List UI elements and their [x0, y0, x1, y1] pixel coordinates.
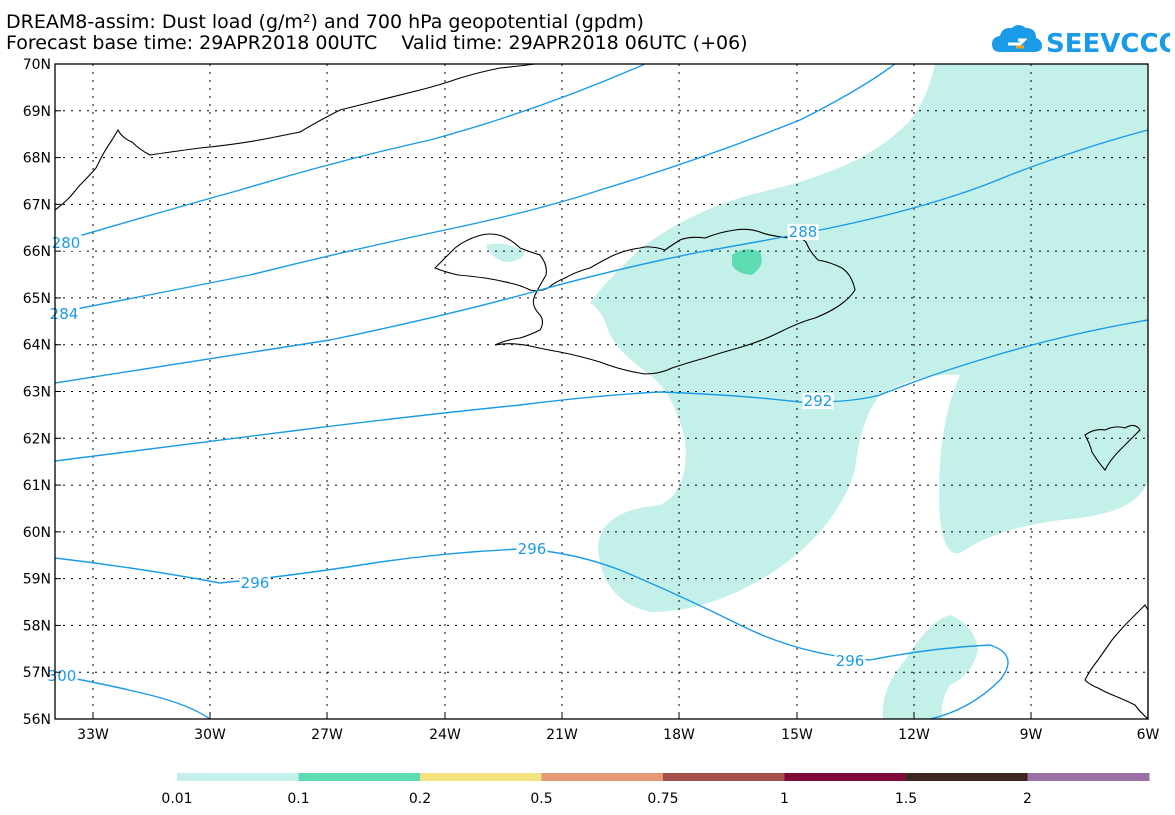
contour-292	[54, 319, 1149, 462]
lat-label: 69N	[23, 104, 51, 120]
cloud-icon	[992, 25, 1042, 52]
lat-label: 56N	[23, 712, 51, 728]
colorbar-swatch	[906, 773, 1028, 781]
colorbar-label: 0.2	[409, 791, 431, 807]
lat-label: 59N	[23, 572, 51, 588]
colorbar-swatch	[541, 773, 664, 781]
lon-label: 15W	[781, 727, 813, 743]
greenland-coast	[54, 63, 536, 211]
contour-296a	[54, 548, 1009, 720]
colorbar-label: 1.5	[895, 791, 917, 807]
contour-284	[54, 63, 896, 314]
lon-label: 9W	[1020, 727, 1043, 743]
dust-area-main	[590, 64, 1148, 612]
colorbar-label: 2	[1023, 791, 1032, 807]
lat-label: 57N	[23, 665, 51, 681]
graticule	[55, 64, 1148, 719]
lat-label: 62N	[23, 431, 51, 447]
lon-label: 30W	[194, 727, 226, 743]
lat-label: 58N	[23, 618, 51, 634]
map-title: DREAM8-assim: Dust load (g/m²) and 700 h…	[6, 11, 644, 33]
lon-label: 33W	[77, 727, 109, 743]
contour-280	[54, 63, 646, 244]
contour-label: 296	[241, 574, 270, 592]
lat-label: 65N	[23, 291, 51, 307]
contour-label: 284	[50, 305, 79, 323]
colorbar-swatch	[177, 773, 299, 781]
contour-300	[54, 674, 211, 720]
logo-text: SEEVCCC	[1046, 29, 1170, 59]
lat-label: 67N	[23, 197, 51, 213]
lat-label: 63N	[23, 385, 51, 401]
dust-area-west	[486, 243, 525, 262]
colorbar-swatch	[663, 773, 785, 781]
lon-label: 6W	[1137, 727, 1160, 743]
lat-label: 66N	[23, 244, 51, 260]
lat-label: 68N	[23, 151, 51, 167]
lon-label: 21W	[546, 727, 578, 743]
map-axes: 70N 69N 68N 67N 66N 65N 64N 63N 62N 61N 60N 59N 58N 5…	[23, 57, 1160, 743]
colorbar-label: 0.01	[161, 791, 192, 807]
lat-label: 64N	[23, 338, 51, 354]
colorbar: 0.01 0.1 0.2 0.5 0.75 1 1.5 2	[161, 773, 1150, 807]
colorbar-label: 0.5	[530, 791, 552, 807]
lon-label: 24W	[429, 727, 461, 743]
iceland-coast	[434, 228, 856, 375]
contour-labels: 280 284 288 292 296 296 296 300	[46, 223, 866, 685]
contour-label: 296	[518, 540, 547, 558]
contour-label: 300	[48, 667, 77, 685]
faroe-coast	[1084, 424, 1141, 471]
colorbar-swatch	[1027, 773, 1150, 781]
contour-label: 292	[804, 392, 833, 410]
contour-label: 296	[836, 652, 865, 670]
contour-288	[54, 129, 1149, 384]
contour-label: 288	[789, 223, 818, 241]
lon-label: 27W	[311, 727, 343, 743]
dust-load-shading	[486, 64, 1148, 719]
colorbar-label: 1	[780, 791, 789, 807]
colorbar-label: 0.1	[287, 791, 309, 807]
lat-label: 70N	[23, 57, 51, 73]
contour-label: 280	[52, 234, 81, 252]
map-subtitle: Forecast base time: 29APR2018 00UTC Vali…	[6, 32, 748, 54]
colorbar-swatch	[298, 773, 421, 781]
seevccc-logo: SEEVCCC	[992, 25, 1170, 59]
colorbar-swatch	[420, 773, 542, 781]
lat-label: 61N	[23, 478, 51, 494]
geopotential-contours	[54, 63, 1149, 720]
dust-area-01	[732, 249, 762, 275]
lon-label: 18W	[663, 727, 695, 743]
dust-area-south	[882, 615, 978, 719]
lon-label: 12W	[898, 727, 930, 743]
colorbar-swatch	[784, 773, 907, 781]
colorbar-label: 0.75	[647, 791, 678, 807]
scotland-coast	[1084, 604, 1149, 721]
lat-label: 60N	[23, 525, 51, 541]
